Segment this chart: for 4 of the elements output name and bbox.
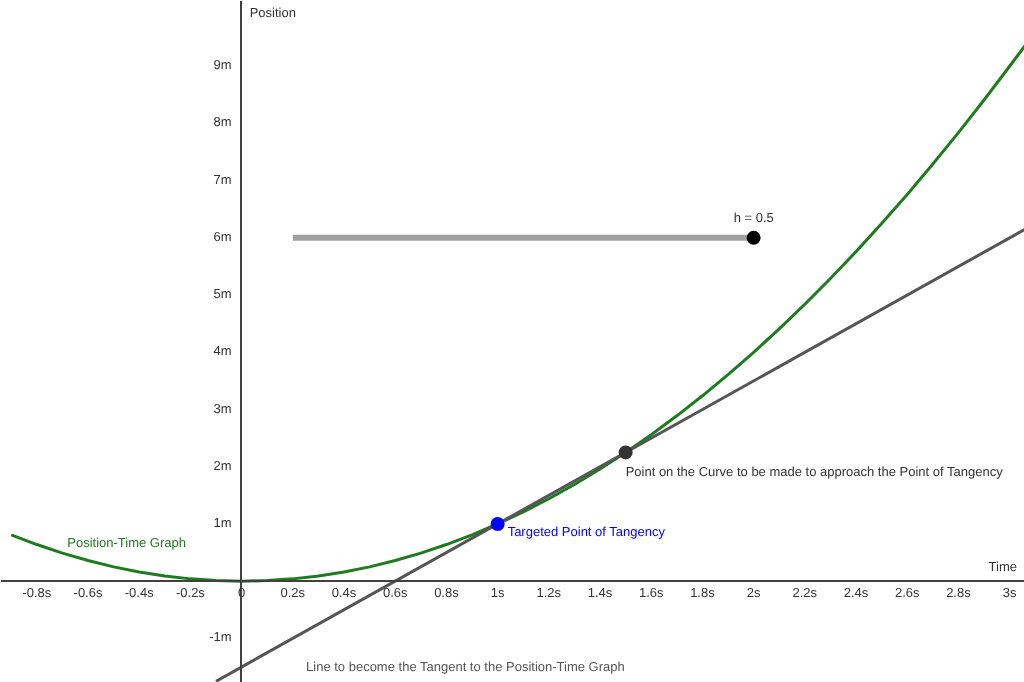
point (490, 516, 505, 531)
point (618, 445, 633, 460)
point (746, 230, 761, 245)
line-series (9, 44, 1024, 583)
